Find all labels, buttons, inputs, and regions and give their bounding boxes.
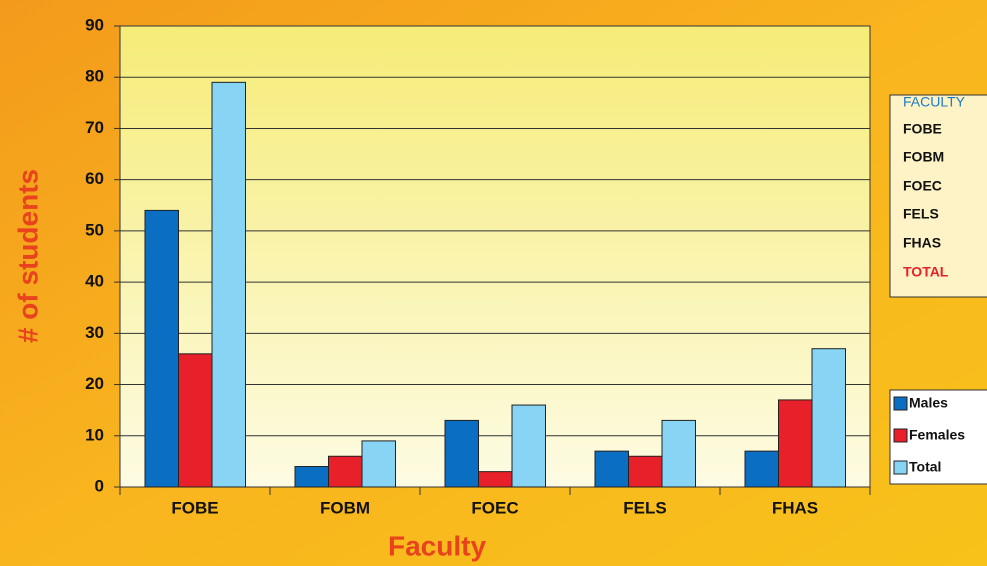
y-tick-label: 40 [85, 272, 104, 291]
bar [778, 399, 813, 488]
bar [811, 348, 846, 488]
y-tick-label: 0 [95, 476, 104, 495]
bar [628, 455, 663, 488]
table-row: FHAS [903, 235, 941, 251]
bar [361, 440, 396, 488]
x-tick-label: FOEC [471, 498, 518, 517]
table-row: FELS [903, 206, 939, 222]
bar [594, 450, 629, 488]
legend-swatch [893, 396, 908, 411]
bar [478, 471, 513, 488]
table-total: TOTAL [903, 264, 949, 280]
bar [178, 353, 213, 488]
x-tick-label: FOBE [171, 498, 218, 517]
x-axis-label: Faculty [388, 530, 486, 561]
table-row: FOBE [903, 121, 942, 137]
legend-label: Males [909, 395, 948, 411]
bar [144, 209, 179, 488]
bar [294, 466, 329, 488]
bar [328, 455, 363, 488]
x-tick-label: FOBM [320, 498, 370, 517]
table-header: FACULTY [903, 94, 966, 110]
legend-swatch [893, 428, 908, 443]
bar [444, 419, 479, 488]
y-axis-label: # of students [12, 169, 43, 343]
legend-label: Females [909, 427, 965, 443]
y-tick-label: 30 [85, 323, 104, 342]
y-tick-label: 80 [85, 67, 104, 86]
table-row: FOBM [903, 149, 944, 165]
y-tick-label: 90 [85, 15, 104, 34]
faculty-table [889, 94, 987, 298]
bar [211, 81, 246, 488]
bar [511, 404, 546, 488]
y-tick-label: 20 [85, 374, 104, 393]
legend-swatch [893, 460, 908, 475]
y-tick-label: 10 [85, 425, 104, 444]
y-tick-label: 50 [85, 220, 104, 239]
bar [661, 419, 696, 488]
x-tick-label: FHAS [772, 498, 818, 517]
y-tick-label: 70 [85, 118, 104, 137]
bar [744, 450, 779, 488]
legend-label: Total [909, 459, 941, 475]
x-tick-label: FELS [623, 498, 666, 517]
table-row: FOEC [903, 178, 942, 194]
y-tick-label: 60 [85, 169, 104, 188]
